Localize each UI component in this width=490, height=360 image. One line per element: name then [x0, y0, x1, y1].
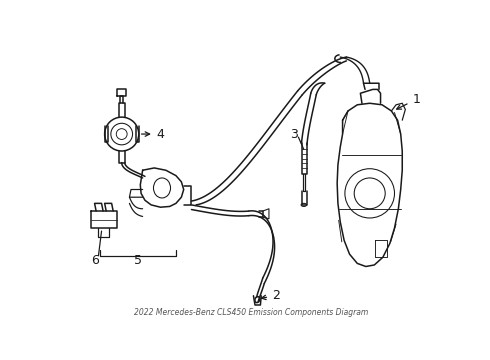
Text: 1: 1 [397, 93, 420, 109]
Text: 4: 4 [142, 127, 165, 140]
Text: 5: 5 [134, 254, 142, 267]
Text: 2022 Mercedes-Benz CLS450 Emission Components Diagram: 2022 Mercedes-Benz CLS450 Emission Compo… [134, 307, 368, 316]
Text: 2: 2 [262, 289, 280, 302]
Text: 3: 3 [290, 127, 298, 140]
Text: 6: 6 [92, 254, 99, 267]
